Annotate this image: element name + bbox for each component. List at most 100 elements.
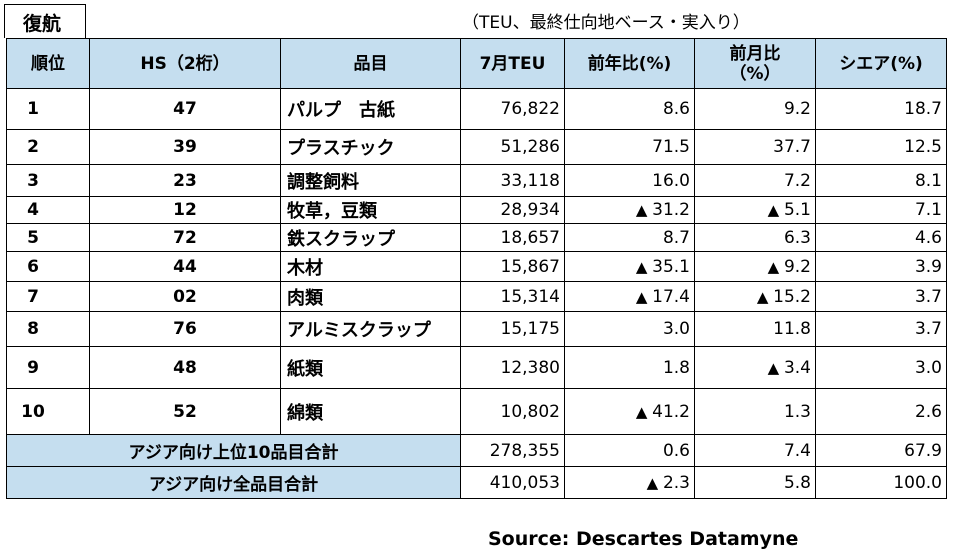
share-cell: 3.9	[815, 251, 947, 282]
header-mom-line2: （%）	[729, 63, 781, 84]
rank-cell: 9	[6, 346, 90, 389]
hs-code-cell: 48	[89, 346, 281, 389]
negative-triangle-icon: ▲	[646, 473, 663, 492]
hs-code-cell: 02	[89, 281, 281, 312]
teu-cell: 278,355	[460, 434, 565, 467]
mom-cell: 7.4	[694, 434, 816, 467]
hs-code-cell: 72	[89, 223, 281, 252]
mom-cell: ▲ 5.1	[694, 196, 816, 224]
source-note: Source: Descartes Datamyne	[488, 528, 799, 550]
mom-cell: ▲ 9.2	[694, 251, 816, 282]
negative-triangle-icon: ▲	[635, 402, 653, 421]
item-name-cell: プラスチック	[280, 129, 461, 165]
yoy-cell: 16.0	[564, 164, 695, 197]
teu-cell: 51,286	[460, 129, 565, 165]
share-cell: 12.5	[815, 129, 947, 165]
table-row: 1 47 パルプ 古紙 76,822 8.6 9.2 18.7	[6, 88, 947, 130]
commodity-table: 順位 HS（2桁） 品目 7月TEU 前年比(%) 前月比 （%） シエア(%)…	[6, 38, 947, 499]
yoy-cell: 71.5	[564, 129, 695, 165]
teu-cell: 10,802	[460, 388, 565, 435]
yoy-cell: 8.7	[564, 223, 695, 252]
teu-cell: 33,118	[460, 164, 565, 197]
table-row: 2 39 プラスチック 51,286 71.5 37.7 12.5	[6, 129, 947, 165]
teu-cell: 12,380	[460, 346, 565, 389]
header-mom-line1: 前月比	[729, 43, 781, 64]
item-name-cell: 紙類	[280, 346, 461, 389]
rank-cell: 7	[6, 281, 90, 312]
share-cell: 3.7	[815, 281, 947, 312]
hs-code-cell: 12	[89, 196, 281, 224]
hs-code-cell: 76	[89, 311, 281, 347]
rank-cell: 1	[6, 88, 90, 130]
hs-code-cell: 47	[89, 88, 281, 130]
share-cell: 18.7	[815, 88, 947, 130]
negative-triangle-icon: ▲	[767, 257, 784, 276]
table-row: 10 52 綿類 10,802 ▲ 41.2 1.3 2.6	[6, 388, 947, 435]
mom-cell: 5.8	[694, 466, 816, 499]
rank-cell: 3	[6, 164, 90, 197]
item-name-cell: 綿類	[280, 388, 461, 435]
item-name-cell: 牧草，豆類	[280, 196, 461, 224]
yoy-cell: 0.6	[564, 434, 695, 467]
mom-cell: 7.2	[694, 164, 816, 197]
rank-cell: 8	[6, 311, 90, 347]
mom-cell: 11.8	[694, 311, 816, 347]
yoy-cell: ▲ 35.1	[564, 251, 695, 282]
hs-code-cell: 52	[89, 388, 281, 435]
table-row: 5 72 鉄スクラップ 18,657 8.7 6.3 4.6	[6, 223, 947, 252]
item-name-cell: 鉄スクラップ	[280, 223, 461, 252]
mom-cell: 6.3	[694, 223, 816, 252]
table-row: 6 44 木材 15,867 ▲ 35.1 ▲ 9.2 3.9	[6, 251, 947, 282]
header-share: シエア(%)	[815, 38, 947, 89]
yoy-cell: 3.0	[564, 311, 695, 347]
share-cell: 8.1	[815, 164, 947, 197]
teu-cell: 28,934	[460, 196, 565, 224]
header-row: 順位 HS（2桁） 品目 7月TEU 前年比(%) 前月比 （%） シエア(%)	[6, 38, 947, 89]
header-item: 品目	[280, 38, 461, 89]
mom-cell: ▲ 3.4	[694, 346, 816, 389]
negative-triangle-icon: ▲	[767, 358, 784, 377]
rank-cell: 6	[6, 251, 90, 282]
header-teu: 7月TEU	[460, 38, 565, 89]
rank-cell: 5	[6, 223, 90, 252]
teu-cell: 18,657	[460, 223, 565, 252]
table-row: 7 02 肉類 15,314 ▲ 17.4 ▲ 15.2 3.7	[6, 281, 947, 312]
table-row: 3 23 調整飼料 33,118 16.0 7.2 8.1	[6, 164, 947, 197]
share-cell: 2.6	[815, 388, 947, 435]
item-name-cell: 調整飼料	[280, 164, 461, 197]
share-cell: 4.6	[815, 223, 947, 252]
teu-cell: 15,314	[460, 281, 565, 312]
hs-code-cell: 23	[89, 164, 281, 197]
teu-cell: 410,053	[460, 466, 565, 499]
negative-triangle-icon: ▲	[635, 201, 653, 219]
yoy-cell: 1.8	[564, 346, 695, 389]
item-name-cell: 肉類	[280, 281, 461, 312]
negative-triangle-icon: ▲	[767, 201, 784, 219]
yoy-cell: ▲ 31.2	[564, 196, 695, 224]
unit-note: （TEU、最終仕向地ベース・実入り）	[462, 13, 750, 33]
hs-code-cell: 39	[89, 129, 281, 165]
header-yoy: 前年比(%)	[564, 38, 695, 89]
header-rank: 順位	[6, 38, 90, 89]
mom-cell: 9.2	[694, 88, 816, 130]
yoy-cell: ▲ 41.2	[564, 388, 695, 435]
teu-cell: 15,867	[460, 251, 565, 282]
mom-cell: ▲ 15.2	[694, 281, 816, 312]
mom-cell: 1.3	[694, 388, 816, 435]
item-name-cell: アルミスクラップ	[280, 311, 461, 347]
yoy-cell: ▲ 2.3	[564, 466, 695, 499]
item-name-cell: パルプ 古紙	[280, 88, 461, 130]
rank-cell: 4	[6, 196, 90, 224]
tab-fukko[interactable]: 復航	[4, 4, 86, 38]
table-row: 9 48 紙類 12,380 1.8 ▲ 3.4 3.0	[6, 346, 947, 389]
table-row: 8 76 アルミスクラップ 15,175 3.0 11.8 3.7	[6, 311, 947, 347]
share-cell: 3.7	[815, 311, 947, 347]
teu-cell: 76,822	[460, 88, 565, 130]
rank-cell: 2	[6, 129, 90, 165]
share-cell: 100.0	[815, 466, 947, 499]
negative-triangle-icon: ▲	[635, 287, 653, 306]
negative-triangle-icon: ▲	[635, 257, 653, 276]
share-cell: 7.1	[815, 196, 947, 224]
total-row: アジア向け上位10品目合計 278,355 0.6 7.4 67.9	[6, 434, 947, 467]
total-label-cell: アジア向け全品目合計	[6, 466, 461, 499]
